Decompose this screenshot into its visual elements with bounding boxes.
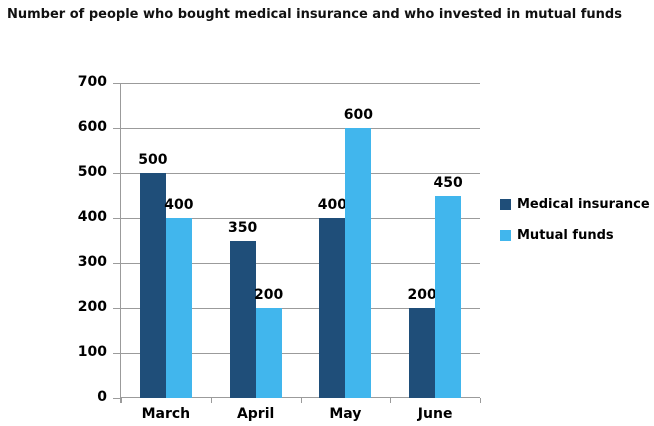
y-tick-label-500: 500 (77, 164, 107, 180)
y-axis-tick-300 (113, 263, 120, 264)
y-axis-tick-600 (113, 128, 120, 129)
bar-value-label-mutual-funds-march: 400 (164, 197, 194, 213)
bar-value-label-medical-insurance-april: 350 (228, 219, 258, 236)
y-axis-tick-200 (113, 308, 120, 309)
y-axis-tick-0 (113, 398, 120, 399)
x-category-label-april: April (236, 406, 275, 422)
bar-medical-insurance-june (409, 308, 436, 398)
bar-mutual-funds-april (255, 308, 282, 398)
gridline-600 (121, 128, 480, 129)
bar-value-label-mutual-funds-april: 200 (254, 287, 284, 303)
y-axis-tick-700 (113, 83, 120, 84)
x-axis-tick-2 (300, 398, 302, 403)
y-tick-label-700: 700 (77, 74, 107, 90)
x-category-label-may: May (329, 406, 362, 422)
legend-label-mutual-funds: Mutual funds (517, 228, 614, 243)
y-tick-label-600: 600 (77, 119, 107, 135)
y-axis-line (120, 83, 121, 403)
legend-item-mutual-funds: Mutual funds (500, 228, 650, 243)
gridline-300 (121, 263, 480, 264)
legend-item-medical-insurance: Medical insurance (500, 197, 650, 212)
bar-value-label-mutual-funds-may: 600 (343, 107, 373, 123)
chart-title: Number of people who bought medical insu… (7, 7, 622, 22)
y-axis-tick-400 (113, 218, 120, 219)
y-tick-label-100: 100 (77, 344, 107, 360)
legend-swatch-medical-insurance-icon (500, 199, 511, 210)
bar-value-label-medical-insurance-june: 200 (407, 287, 437, 303)
bar-medical-insurance-may (319, 218, 346, 398)
x-axis-tick-1 (210, 398, 212, 403)
y-axis-tick-500 (113, 173, 120, 174)
gridline-100 (121, 353, 480, 354)
bar-value-label-mutual-funds-june: 450 (433, 174, 463, 191)
x-axis-line (121, 397, 480, 398)
y-tick-label-400: 400 (77, 209, 107, 225)
legend-swatch-mutual-funds-icon (500, 230, 511, 241)
bar-mutual-funds-march (165, 218, 192, 398)
bar-medical-insurance-april (229, 240, 256, 398)
bar-mutual-funds-may (345, 128, 372, 398)
gridline-400 (121, 218, 480, 219)
y-axis-tick-100 (113, 353, 120, 354)
bar-mutual-funds-june (435, 195, 462, 398)
x-category-label-march: March (141, 406, 191, 422)
x-axis-tick-4 (480, 398, 481, 403)
bar-value-label-medical-insurance-may: 400 (317, 197, 347, 213)
gridline-500 (121, 173, 480, 174)
gridline-700 (121, 83, 480, 84)
bar-medical-insurance-march (139, 173, 166, 398)
x-category-label-june: June (417, 406, 453, 422)
plot-area: 500 400 350 200 400 600 200 450 (120, 83, 480, 403)
legend: Medical insurance Mutual funds (500, 197, 650, 259)
x-axis-tick-3 (390, 398, 392, 403)
y-tick-label-0: 0 (97, 389, 107, 405)
y-tick-label-300: 300 (77, 254, 107, 270)
x-axis-tick-0 (121, 398, 122, 403)
y-tick-label-200: 200 (77, 299, 107, 315)
gridline-200 (121, 308, 480, 309)
bar-value-label-medical-insurance-march: 500 (138, 152, 168, 168)
legend-label-medical-insurance: Medical insurance (517, 197, 650, 212)
